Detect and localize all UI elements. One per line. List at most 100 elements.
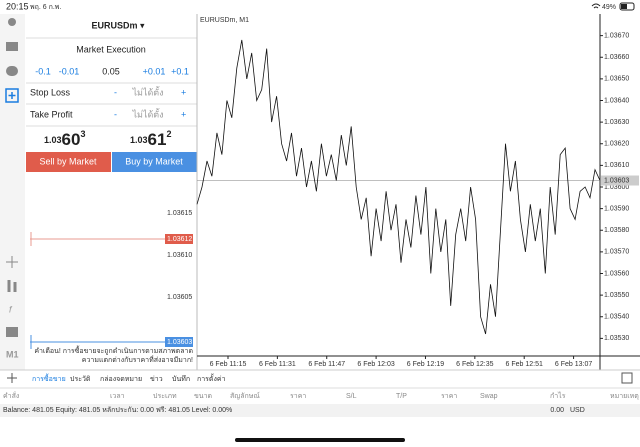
battery-level (621, 4, 627, 9)
buy-label: Buy by Market (125, 156, 183, 166)
battery-icon (619, 2, 635, 11)
symbol-selector[interactable]: EURUSDm ▾ (91, 20, 145, 30)
new-order-plus (8, 92, 16, 99)
tab[interactable]: ประวัติ (70, 375, 91, 383)
column-header: กำไร (550, 391, 566, 400)
tp-minus[interactable]: - (114, 109, 117, 119)
column-header: ราคา (441, 393, 457, 400)
column-header: สัญลักษณ์ (230, 392, 260, 400)
new-order-icon[interactable] (5, 88, 19, 103)
x-tick-label: 6 Feb 11:31 (259, 361, 296, 368)
level-label: 1.03615 (167, 210, 192, 217)
execution-mode[interactable]: Market Execution (76, 44, 146, 54)
lot-step[interactable]: +0.1 (171, 66, 189, 76)
column-header: T/P (396, 393, 407, 400)
column-header: S/L (346, 393, 357, 400)
warning-line: คำเตือน! การซื้อขายจะถูกดำเนินการตามสภาพ… (34, 344, 193, 355)
tp-value[interactable]: ไม่ได้ตั้ง (131, 107, 163, 119)
bid-sup: 3 (80, 129, 85, 139)
current-price-label: 1.03603 (604, 177, 629, 184)
level-label: 1.03603 (167, 339, 192, 346)
trade-icon[interactable] (6, 42, 18, 51)
status-time: 20:15 (6, 1, 29, 11)
add-button[interactable] (7, 373, 17, 383)
y-tick-label: 1.03590 (604, 205, 629, 212)
tp-label: Take Profit (30, 109, 73, 119)
tab[interactable]: ข่าว (150, 376, 163, 383)
level-label: 1.03605 (167, 294, 192, 301)
bid-price: 1.03603 (44, 129, 85, 149)
balance-text: Balance: 481.05 Equity: 481.05 หลักประกั… (3, 406, 232, 414)
sell-button[interactable] (26, 152, 111, 172)
layout-button[interactable] (621, 372, 633, 384)
x-tick-label: 6 Feb 12:19 (407, 361, 444, 368)
y-tick-label: 1.03560 (604, 270, 629, 277)
sl-value[interactable]: ไม่ได้ตั้ง (131, 85, 163, 97)
timeframe-icon[interactable]: M1 (6, 349, 19, 359)
crosshair-icon[interactable] (6, 256, 18, 268)
objects-icon[interactable] (6, 327, 18, 337)
sl-minus[interactable]: - (114, 87, 117, 97)
balance-bar (0, 404, 640, 417)
chart-title: EURUSDm, M1 (200, 17, 249, 24)
lot-step[interactable]: 0.05 (102, 66, 120, 76)
lot-step[interactable]: -0.1 (35, 66, 51, 76)
price-line (196, 39, 601, 335)
x-tick-label: 6 Feb 12:35 (456, 361, 493, 368)
candles-icon[interactable] (7, 280, 17, 292)
x-tick-label: 6 Feb 12:03 (357, 361, 394, 368)
ask-tag (165, 234, 193, 244)
bid-tag (165, 337, 193, 347)
home-indicator (235, 438, 405, 442)
tab[interactable]: บันทึก (172, 374, 190, 383)
column-header: ราคา (290, 393, 306, 400)
status-battery: 49% (602, 4, 616, 11)
wifi-icon (591, 3, 601, 9)
level-label: 1.03612 (167, 236, 192, 243)
tab[interactable]: การตั้งค่า (197, 372, 226, 383)
ask-big: 61 (148, 130, 167, 149)
y-tick-label: 1.03570 (604, 249, 629, 256)
tab[interactable]: กล่องจดหมาย (100, 376, 142, 383)
sl-plus[interactable]: + (181, 87, 186, 97)
level-label: 1.03610 (167, 252, 192, 259)
column-header: หมายเหตุ (610, 393, 639, 400)
lot-step[interactable]: -0.01 (59, 66, 80, 76)
ask-price: 1.03612 (130, 129, 171, 149)
indicator-icon[interactable]: f (9, 304, 13, 314)
y-tick-label: 1.03670 (604, 32, 629, 39)
column-header: ประเภท (153, 393, 177, 400)
order-panel (26, 14, 197, 174)
sl-label: Stop Loss (30, 87, 71, 97)
chat-icon[interactable] (6, 66, 18, 76)
x-tick-label: 6 Feb 13:07 (555, 361, 592, 368)
tab[interactable]: การซื้อขาย (32, 372, 66, 383)
y-tick-label: 1.03610 (604, 162, 629, 169)
lot-step[interactable]: +0.01 (143, 66, 166, 76)
bid-big: 60 (62, 130, 81, 149)
account-icon[interactable] (8, 18, 16, 26)
ask-prefix: 1.03 (130, 135, 148, 145)
column-header: Swap (480, 393, 498, 400)
currency: USD (570, 407, 585, 414)
x-tick-label: 6 Feb 12:51 (506, 361, 543, 368)
x-tick-label: 6 Feb 11:47 (308, 361, 345, 368)
buy-button[interactable] (112, 152, 197, 172)
profit: 0.00 (550, 407, 564, 414)
bid-prefix: 1.03 (44, 135, 62, 145)
y-tick-label: 1.03580 (604, 227, 629, 234)
y-tick-label: 1.03530 (604, 335, 629, 342)
y-tick-label: 1.03620 (604, 141, 629, 148)
y-tick-label: 1.03540 (604, 314, 629, 321)
status-date: พฤ. 6 ก.พ. (30, 4, 61, 11)
y-tick-label: 1.03630 (604, 119, 629, 126)
x-tick-label: 6 Feb 11:15 (210, 361, 247, 368)
y-tick-label: 1.03640 (604, 97, 629, 104)
warning-line: ความแตกต่างกับราคาที่ส่งอาจมีมาก! (82, 355, 193, 364)
y-tick-label: 1.03600 (604, 184, 629, 191)
sell-label: Sell by Market (39, 156, 97, 166)
y-tick-label: 1.03550 (604, 292, 629, 299)
y-tick-label: 1.03660 (604, 54, 629, 61)
tp-plus[interactable]: + (181, 109, 186, 119)
